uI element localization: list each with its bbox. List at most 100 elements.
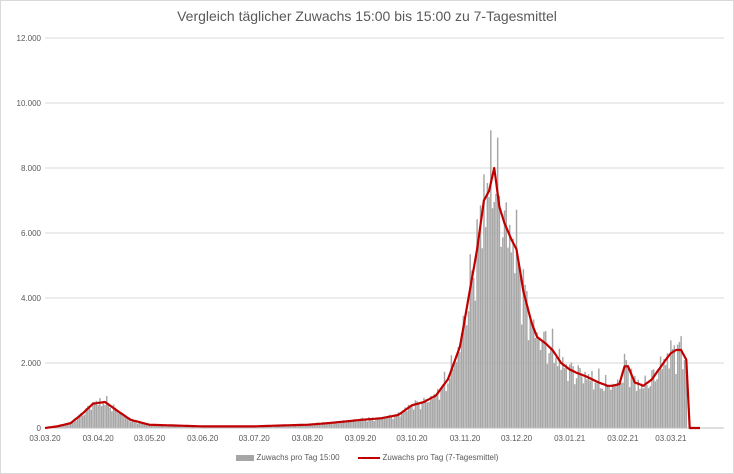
bar [395,414,398,428]
bar [640,383,643,428]
bar [594,382,597,428]
bar [356,420,358,428]
bar [553,363,555,428]
bar [172,425,175,428]
bar [527,340,530,428]
bar [337,423,339,428]
bar [148,424,151,428]
bar [152,424,154,428]
bar [394,415,396,428]
x-tick-label: 03.01.21 [554,434,586,443]
bar [555,357,557,428]
bar [315,423,317,428]
x-tick-label: 03.03.20 [29,434,61,443]
bar [627,364,629,428]
bar [109,407,111,428]
bar [630,368,633,428]
bar [322,422,324,428]
bar [613,386,615,428]
bar [378,417,381,428]
bar [551,328,554,428]
bar [93,404,96,428]
bar [328,422,331,428]
bar [514,273,516,428]
bar [424,399,427,428]
bar [562,357,564,428]
bar [135,420,137,428]
bar [287,425,290,428]
bar [584,371,586,428]
bar [411,405,413,428]
bar [649,386,651,428]
x-tick-label: 03.08.20 [292,434,324,443]
bar [517,257,519,428]
bar [69,422,72,428]
bar [133,419,135,428]
x-tick-label: 03.12.20 [501,434,533,443]
bar [382,417,384,428]
bar [371,418,374,428]
bar [358,420,360,428]
bar [642,388,645,428]
bar [623,353,626,428]
bar [611,383,614,428]
bar [663,359,665,428]
bar [130,421,132,428]
bar [366,421,369,428]
bar [580,376,583,428]
bar [368,417,370,428]
bar [414,400,417,428]
bar [493,202,495,428]
bar [406,411,408,428]
bar [488,197,490,428]
bar [548,353,550,428]
bar [651,370,653,428]
bar [675,374,677,428]
bar [298,425,300,428]
bar [78,414,81,428]
bar [296,424,298,428]
x-tick-label: 03.03.21 [655,434,687,443]
bar [666,353,669,428]
bar [166,425,168,428]
bar [467,311,470,428]
bar [284,426,286,428]
bar [390,415,393,428]
bar [616,379,619,428]
bar [515,209,518,428]
bar [668,368,670,428]
y-tick-label: 12.000 [17,34,42,43]
bar [524,284,526,428]
bar [373,421,375,428]
series-line-7-tagesmittel [44,166,700,430]
bar [496,137,499,428]
bar [466,325,468,428]
bar [330,423,333,428]
bar [344,421,346,428]
bar [87,405,89,428]
bar [64,424,67,428]
bar [294,425,297,428]
bar [308,424,310,428]
bar [335,421,338,428]
bar [606,385,609,428]
bar [142,421,144,428]
y-tick-label: 6.000 [21,229,42,238]
x-tick-label: 03.02.21 [607,434,639,443]
bar [505,202,507,428]
bar [388,414,391,428]
bar [685,358,688,428]
bar [316,423,319,428]
bar [118,413,120,428]
bar [100,406,103,428]
bar [102,403,105,428]
bar [354,419,357,428]
bar [339,422,341,428]
bar [603,390,605,428]
bar [143,424,146,428]
bar [507,247,509,428]
bar [387,416,389,428]
bar [155,425,158,428]
bar [174,425,177,428]
